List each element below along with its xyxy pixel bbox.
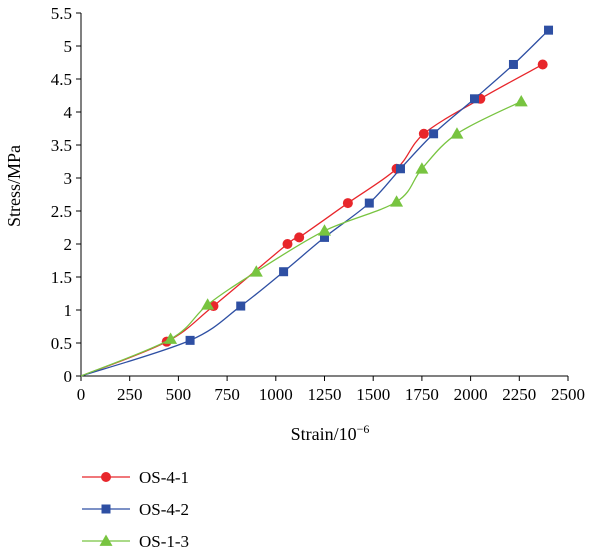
data-point: [390, 195, 404, 207]
legend-item: OS-4-1: [82, 468, 189, 487]
y-tick-label: 1: [64, 301, 73, 320]
y-axis-title: Stress/MPa: [4, 145, 24, 227]
data-point: [537, 59, 548, 70]
x-tick-label: 2250: [502, 385, 536, 404]
legend-label: OS-4-2: [139, 500, 189, 519]
data-point: [508, 59, 518, 69]
legend: OS-4-1 OS-4-2 OS-1-3: [82, 468, 189, 551]
series-OS-1-3: [80, 94, 528, 377]
x-tick-label: 500: [166, 385, 192, 404]
x-tick-label: 0: [77, 385, 86, 404]
data-point: [544, 25, 554, 35]
series-line: [80, 29, 549, 377]
legend-item: OS-1-3: [82, 532, 189, 551]
y-axis-ticks: 0 0.5 1 1.5 2 2.5 3 3.5 4 4.5 5 5.5: [51, 4, 81, 386]
series-OS-4-1: [80, 59, 548, 377]
y-tick-label: 2: [64, 235, 73, 254]
y-tick-label: 2.5: [51, 202, 72, 221]
x-tick-label: 2000: [454, 385, 488, 404]
data-point: [249, 265, 263, 277]
legend-marker: [101, 504, 111, 514]
data-point: [429, 129, 439, 139]
legend-marker: [101, 472, 111, 482]
x-tick-label: 1500: [356, 385, 390, 404]
x-tick-label: 1000: [259, 385, 293, 404]
data-point: [294, 232, 305, 243]
data-point: [282, 239, 293, 249]
data-point: [364, 198, 374, 208]
data-point: [320, 232, 329, 242]
y-tick-label: 5: [64, 37, 73, 56]
x-tick-label: 250: [117, 385, 143, 404]
y-tick-label: 3: [64, 169, 73, 188]
y-tick-label: 0: [64, 367, 73, 386]
y-tick-label: 1.5: [51, 268, 72, 287]
data-point: [395, 164, 405, 174]
series-line: [80, 63, 543, 377]
y-tick-label: 5.5: [51, 4, 72, 23]
x-axis-ticks: 0 250 500 750 1000 1250 1500 1750 2000 2250 2500: [77, 376, 585, 404]
x-tick-label: 2500: [551, 385, 585, 404]
series-OS-4-2: [80, 25, 554, 377]
x-tick-label: 1250: [308, 385, 342, 404]
data-point: [164, 332, 178, 344]
y-tick-label: 4.5: [51, 70, 72, 89]
data-point: [415, 162, 429, 174]
y-tick-label: 4: [64, 103, 73, 122]
legend-marker: [99, 534, 113, 546]
data-point: [514, 94, 528, 107]
data-point: [201, 298, 215, 310]
data-point: [450, 127, 464, 139]
y-tick-label: 0.5: [51, 334, 72, 353]
legend-label: OS-1-3: [139, 532, 189, 551]
y-tick-label: 3.5: [51, 136, 72, 155]
plot-series: [80, 25, 554, 377]
legend-label: OS-4-1: [139, 468, 189, 487]
data-point: [318, 224, 331, 236]
data-point: [418, 128, 429, 139]
data-point: [236, 301, 246, 311]
data-point: [469, 94, 479, 104]
x-tick-label: 750: [214, 385, 240, 404]
data-point: [279, 267, 289, 277]
legend-item: OS-4-2: [82, 500, 189, 519]
x-tick-label: 1750: [405, 385, 439, 404]
data-point: [185, 335, 195, 345]
data-point: [342, 198, 353, 209]
x-axis-title: Strain/10−6: [291, 422, 370, 444]
